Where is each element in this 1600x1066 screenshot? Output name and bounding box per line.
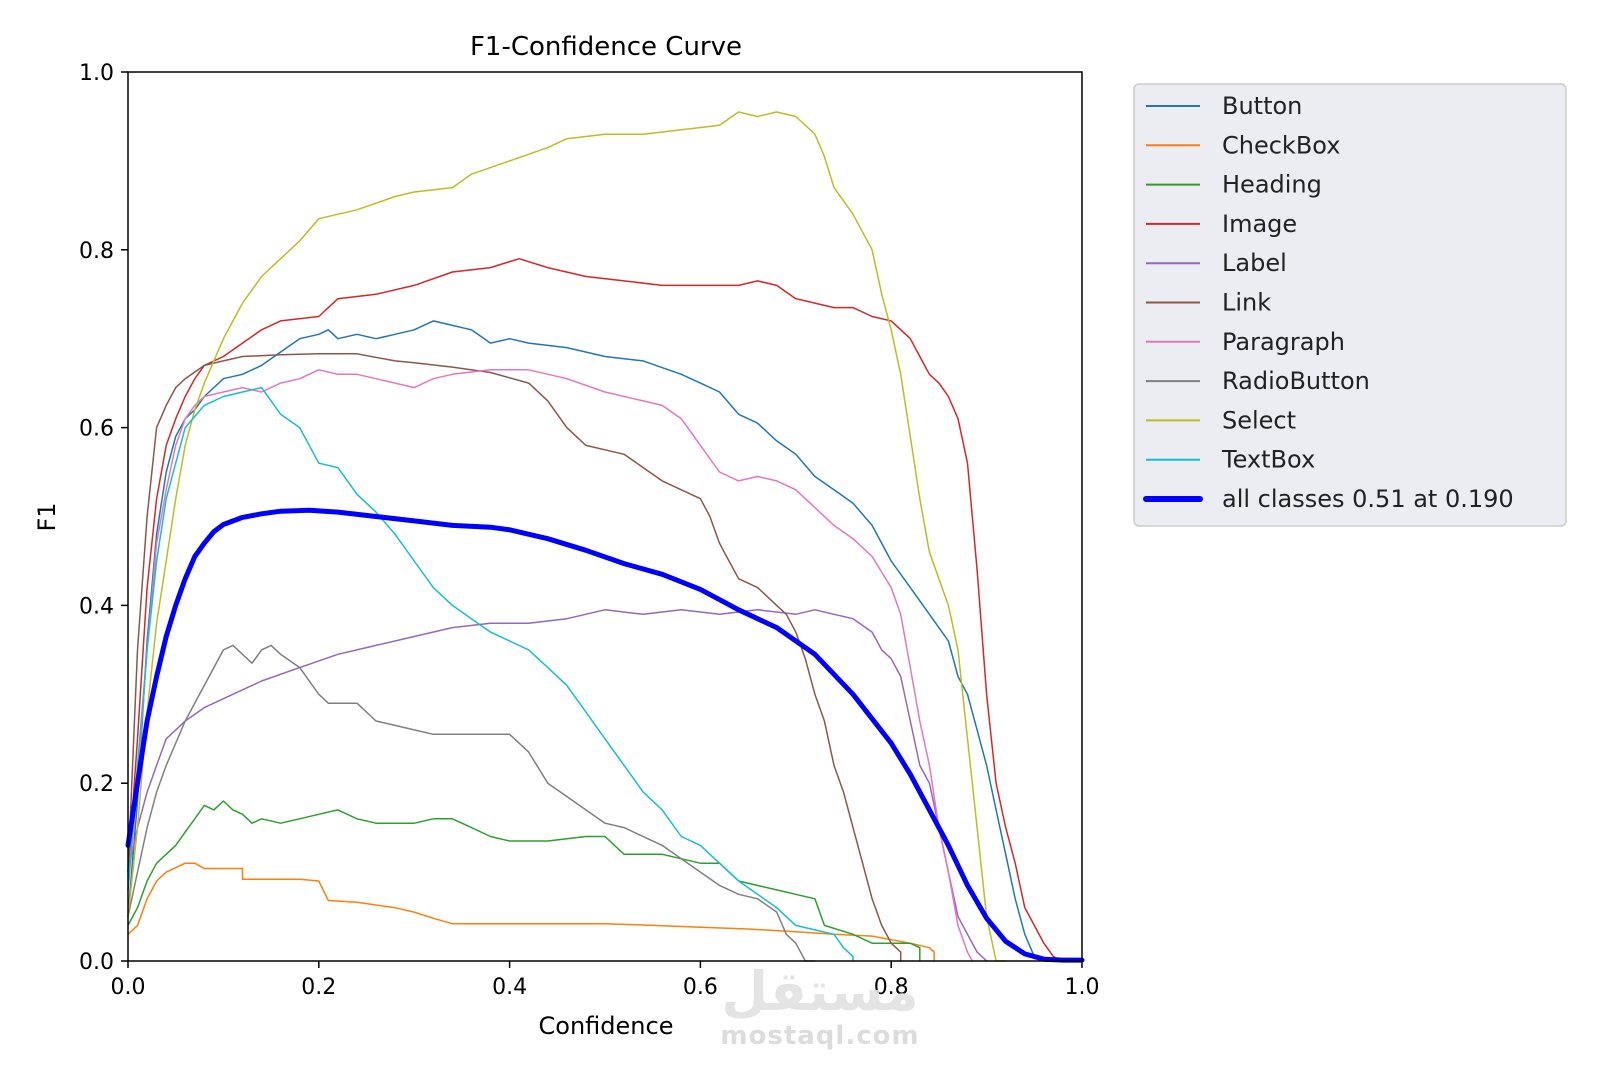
legend-label: Paragraph (1222, 328, 1345, 356)
legend-item: Select (1146, 406, 1296, 434)
legend-label: CheckBox (1222, 131, 1340, 159)
series-line-button (127, 320, 1083, 962)
plot-area-frame (127, 71, 1083, 962)
x-tick-label: 0.6 (683, 975, 718, 1000)
legend-item: all classes 0.51 at 0.190 (1143, 485, 1514, 513)
y-axis-label: F1 (33, 502, 61, 531)
legend-item: CheckBox (1146, 131, 1340, 159)
legend-item: Heading (1146, 171, 1322, 199)
x-tick-label: 0.0 (111, 975, 146, 1000)
series-line-all (125, 507, 1085, 963)
y-tick-label: 0.2 (79, 772, 114, 797)
legend-item: TextBox (1146, 446, 1315, 474)
series-layer (125, 111, 1085, 963)
series-line-textbox (127, 386, 854, 962)
legend-label: RadioButton (1222, 367, 1370, 395)
legend-label: Image (1222, 210, 1297, 238)
legend-items: Button CheckBox Heading Image Label Link Parag… (1143, 92, 1514, 513)
x-tick-label: 0.2 (301, 975, 336, 1000)
x-tick-label: 0.4 (492, 975, 527, 1000)
legend-label: Heading (1222, 171, 1322, 199)
legend-item: Button (1146, 92, 1302, 120)
legend-item: Image (1146, 210, 1297, 238)
y-axis-ticks: 0.0 0.2 0.4 0.6 0.8 1.0 (79, 61, 128, 975)
legend-item: Paragraph (1146, 328, 1345, 356)
watermark-logo: مستقل (721, 960, 919, 1023)
series-line-checkbox (127, 862, 935, 962)
legend: Button CheckBox Heading Image Label Link Parag… (1133, 83, 1567, 527)
legend-item: Label (1146, 249, 1287, 277)
x-tick-label: 1.0 (1065, 975, 1100, 1000)
legend-box (1133, 83, 1567, 527)
legend-label: Link (1222, 289, 1271, 317)
legend-label: Button (1222, 92, 1302, 120)
series-line-heading (127, 800, 921, 962)
legend-label: all classes 0.51 at 0.190 (1222, 485, 1514, 513)
y-tick-label: 0.8 (79, 239, 114, 264)
y-tick-label: 1.0 (79, 61, 114, 86)
legend-item: RadioButton (1146, 367, 1370, 395)
chart-title: F1-Confidence Curve (470, 32, 742, 62)
y-tick-label: 0.6 (79, 417, 114, 442)
series-line-select (127, 111, 1007, 962)
legend-label: Select (1222, 406, 1296, 434)
x-axis-label: Confidence (539, 1012, 674, 1040)
x-axis-ticks: 0.0 0.2 0.4 0.6 0.8 1.0 (111, 961, 1100, 1000)
y-tick-label: 0.4 (79, 594, 114, 619)
legend-label: TextBox (1221, 446, 1315, 474)
y-tick-label: 0.0 (79, 950, 114, 975)
series-line-link (127, 353, 902, 962)
series-line-radiobutton (127, 644, 816, 962)
watermark: مستقل mostaql.com (720, 960, 919, 1051)
legend-label: Label (1222, 249, 1287, 277)
series-line-label (127, 609, 988, 962)
series-line-paragraph (127, 369, 974, 962)
legend-item: Link (1146, 289, 1271, 317)
x-tick-label: 0.8 (874, 975, 909, 1000)
watermark-text: mostaql.com (720, 1021, 919, 1051)
